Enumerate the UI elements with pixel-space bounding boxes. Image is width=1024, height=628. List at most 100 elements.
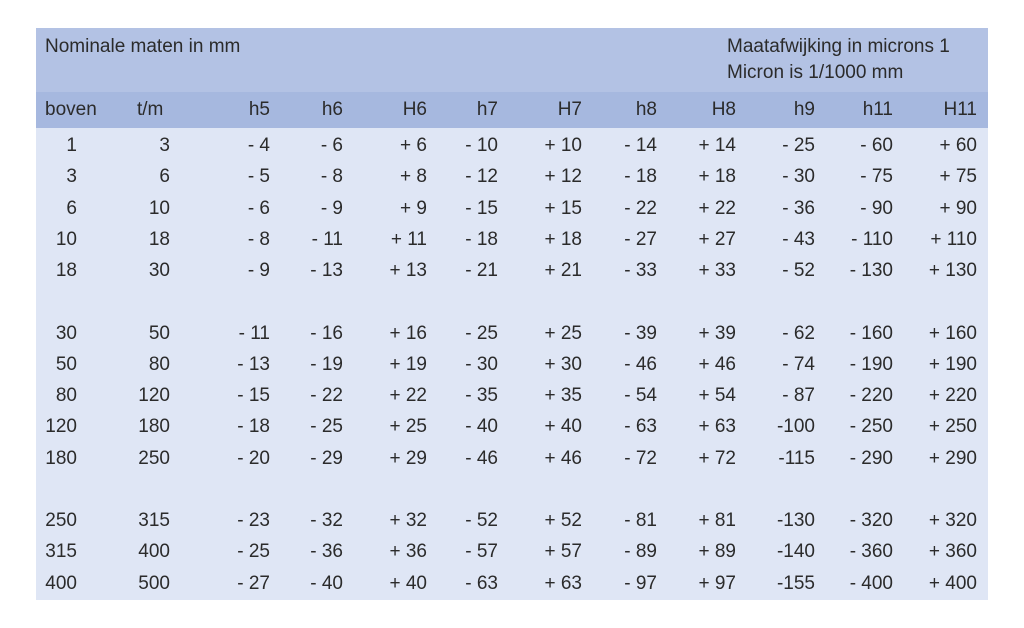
- cell: + 11: [390, 228, 427, 250]
- column-header-band: [36, 92, 988, 128]
- cell: + 160: [928, 322, 977, 344]
- cell: 30: [55, 322, 77, 344]
- cell: + 13: [389, 260, 427, 281]
- cell: + 19: [389, 353, 427, 375]
- cell: + 30: [544, 353, 582, 375]
- cell: - 27: [237, 572, 270, 594]
- column-header: H11: [943, 99, 977, 120]
- column-header: h6: [321, 99, 343, 120]
- cell: -115: [778, 447, 815, 469]
- cell: - 52: [465, 510, 498, 531]
- cell: 120: [138, 385, 170, 406]
- cell: - 39: [624, 322, 657, 344]
- cell: + 35: [544, 385, 582, 406]
- cell: + 54: [698, 385, 736, 406]
- column-header: boven: [45, 99, 97, 120]
- cell: - 33: [624, 260, 657, 281]
- cell: - 25: [782, 135, 815, 156]
- cell: 50: [55, 353, 77, 375]
- cell: - 87: [782, 385, 815, 406]
- cell: - 25: [310, 416, 343, 438]
- cell: + 9: [400, 197, 427, 219]
- cell: + 90: [939, 197, 977, 219]
- cell: + 290: [928, 447, 977, 469]
- cell: 500: [138, 572, 170, 594]
- cell: - 23: [237, 510, 270, 531]
- cell: + 63: [698, 416, 736, 438]
- cell: - 13: [310, 260, 343, 281]
- cell: + 81: [698, 510, 736, 531]
- cell: - 360: [849, 541, 893, 563]
- cell: 50: [148, 322, 170, 344]
- cell: - 25: [465, 322, 498, 344]
- cell: 120: [45, 416, 77, 438]
- cell: + 72: [698, 447, 736, 469]
- cell: - 11: [238, 322, 270, 344]
- cell: + 46: [698, 353, 736, 375]
- cell: 180: [45, 447, 77, 469]
- cell: - 62: [782, 322, 815, 344]
- cell: + 16: [389, 322, 427, 344]
- cell: - 35: [465, 385, 498, 406]
- cell: - 5: [247, 166, 270, 188]
- cell: - 43: [782, 228, 815, 250]
- cell: + 14: [698, 135, 736, 156]
- cell: - 12: [465, 166, 498, 188]
- cell: + 220: [928, 385, 977, 406]
- column-header: H7: [557, 99, 582, 120]
- cell: - 25: [237, 541, 270, 563]
- cell: + 22: [698, 197, 736, 219]
- cell: - 36: [782, 197, 815, 219]
- cell: - 110: [851, 228, 893, 250]
- cell: - 36: [310, 541, 343, 563]
- cell: + 89: [698, 541, 736, 563]
- cell: - 22: [310, 385, 343, 406]
- cell: + 63: [544, 572, 582, 594]
- column-header: h7: [476, 99, 498, 120]
- cell: 315: [45, 541, 77, 563]
- cell: - 4: [247, 135, 270, 156]
- cell: 18: [55, 260, 77, 281]
- cell: - 18: [237, 416, 270, 438]
- cell: - 52: [782, 260, 815, 281]
- cell: - 54: [624, 385, 657, 406]
- cell: - 72: [624, 447, 657, 469]
- cell: - 46: [465, 447, 498, 469]
- cell: - 27: [624, 228, 657, 250]
- cell: + 190: [928, 353, 977, 375]
- cell: + 75: [939, 166, 977, 188]
- cell: - 40: [310, 572, 343, 594]
- cell: - 320: [849, 510, 893, 531]
- cell: + 52: [544, 510, 582, 531]
- cell: - 18: [624, 166, 657, 188]
- cell: - 90: [860, 197, 893, 219]
- cell: - 63: [624, 416, 657, 438]
- cell: + 8: [400, 166, 427, 188]
- cell: - 81: [624, 510, 657, 531]
- column-header: H8: [711, 99, 736, 120]
- cell: + 36: [389, 541, 427, 563]
- cell: + 6: [400, 135, 427, 156]
- cell: + 400: [928, 572, 977, 594]
- cell: - 74: [782, 353, 815, 375]
- cell: 3: [66, 166, 77, 188]
- cell: + 39: [698, 322, 736, 344]
- cell: - 19: [310, 353, 343, 375]
- cell: - 32: [310, 510, 343, 531]
- cell: - 30: [465, 353, 498, 375]
- cell: - 160: [849, 322, 893, 344]
- cell: 80: [55, 385, 77, 406]
- cell: + 25: [544, 322, 582, 344]
- cell: - 10: [465, 135, 498, 156]
- cell: - 220: [849, 385, 893, 406]
- cell: - 400: [849, 572, 893, 594]
- cell: + 46: [544, 447, 582, 469]
- cell: + 33: [698, 260, 736, 281]
- cell: + 18: [698, 166, 736, 188]
- cell: -130: [776, 510, 815, 531]
- cell: - 22: [624, 197, 657, 219]
- cell: - 60: [860, 135, 893, 156]
- cell: - 14: [624, 135, 657, 156]
- cell: + 110: [930, 228, 977, 250]
